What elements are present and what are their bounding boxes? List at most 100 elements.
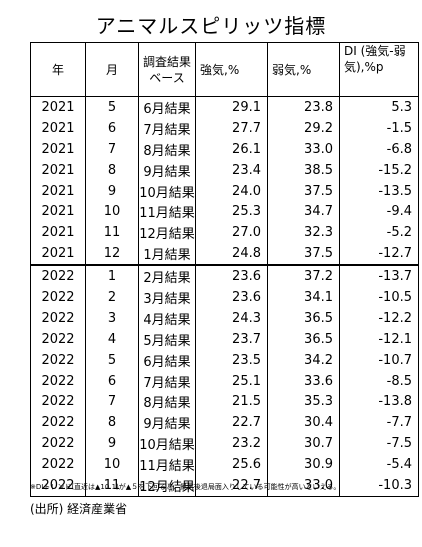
cell-weak: 34.7 <box>267 201 340 223</box>
cell-di: -9.4 <box>339 201 419 223</box>
cell-weak: 33.6 <box>267 370 340 392</box>
cell-weak: 29.2 <box>267 117 340 139</box>
cell-year: 2022 <box>30 287 86 308</box>
cell-month: 9 <box>85 180 139 202</box>
cell-month: 8 <box>85 159 139 181</box>
cell-di: -13.5 <box>339 180 419 202</box>
cell-survey-base: 7月結果 <box>138 370 196 392</box>
cell-year: 2021 <box>30 138 86 160</box>
cell-year: 2021 <box>30 201 86 223</box>
table-row: 2021 9 10月結果 24.0 37.5 -13.5 <box>30 180 419 202</box>
cell-strong: 25.6 <box>195 454 268 476</box>
cell-survey-base: 11月結果 <box>138 201 196 223</box>
cell-survey-base: 8月結果 <box>138 138 196 160</box>
cell-di: -6.8 <box>339 138 419 160</box>
header-month: 月 <box>85 42 139 97</box>
table-row: 2021 11 12月結果 27.0 32.3 -5.2 <box>30 222 419 244</box>
source-credit: (出所) 経済産業省 <box>30 502 128 516</box>
cell-month: 4 <box>85 328 139 350</box>
cell-di: -12.7 <box>339 243 419 266</box>
cell-di: -7.7 <box>339 412 419 434</box>
cell-strong: 23.4 <box>195 159 268 181</box>
cell-di: -1.5 <box>339 117 419 139</box>
cell-di: 5.3 <box>339 96 419 118</box>
cell-strong: 24.3 <box>195 307 268 329</box>
cell-month: 7 <box>85 391 139 413</box>
cell-year: 2022 <box>30 307 86 329</box>
table-row: 2021 12 1月結果 24.8 37.5 -12.7 <box>30 243 419 266</box>
cell-month: 1 <box>85 264 139 288</box>
cell-survey-base: 6月結果 <box>138 96 196 118</box>
cell-weak: 37.2 <box>267 264 340 288</box>
cell-strong: 22.7 <box>195 475 268 497</box>
cell-survey-base: 4月結果 <box>138 307 196 329</box>
table-header-row: 年 月 調査結果ベース 強気,% 弱気,% DI (強気-弱気),%p <box>30 42 419 97</box>
cell-weak: 35.3 <box>267 391 340 413</box>
cell-year: 2022 <box>30 475 86 497</box>
table-row: 2021 6 7月結果 27.7 29.2 -1.5 <box>30 117 419 139</box>
cell-month: 12 <box>85 243 139 266</box>
cell-survey-base: 12月結果 <box>138 222 196 244</box>
cell-year: 2022 <box>30 433 86 455</box>
cell-strong: 23.2 <box>195 433 268 455</box>
table-row: 2022 3 4月結果 24.3 36.5 -12.2 <box>30 307 419 329</box>
page-title: アニマルスピリッツ指標 <box>95 14 327 38</box>
cell-di: -5.2 <box>339 222 419 244</box>
table-row: 2022 5 6月結果 23.5 34.2 -10.7 <box>30 349 419 371</box>
cell-weak: 34.2 <box>267 349 340 371</box>
cell-month: 3 <box>85 307 139 329</box>
cell-strong: 24.0 <box>195 180 268 202</box>
cell-year: 2021 <box>30 180 86 202</box>
cell-strong: 25.3 <box>195 201 268 223</box>
header-di: DI (強気-弱気),%p <box>339 42 419 97</box>
cell-survey-base: 8月結果 <box>138 391 196 413</box>
cell-strong: 25.1 <box>195 370 268 392</box>
cell-month: 5 <box>85 96 139 118</box>
table-row: 2022 1 2月結果 23.6 37.2 -13.7 <box>30 264 419 288</box>
cell-weak: 36.5 <box>267 307 340 329</box>
cell-year: 2022 <box>30 264 86 288</box>
header-weak: 弱気,% <box>267 42 340 97</box>
cell-survey-base: 9月結果 <box>138 412 196 434</box>
table-row: 2022 7 8月結果 21.5 35.3 -13.8 <box>30 391 419 413</box>
header-year: 年 <box>30 42 86 97</box>
table-row: 2021 8 9月結果 23.4 38.5 -15.2 <box>30 159 419 181</box>
cell-di: -15.2 <box>339 159 419 181</box>
cell-month: 10 <box>85 201 139 223</box>
cell-di: -13.7 <box>339 264 419 288</box>
cell-weak: 30.4 <box>267 412 340 434</box>
cell-year: 2022 <box>30 454 86 476</box>
header-survey-base: 調査結果ベース <box>138 42 196 97</box>
cell-year: 2021 <box>30 117 86 139</box>
cell-strong: 26.1 <box>195 138 268 160</box>
cell-month: 5 <box>85 349 139 371</box>
cell-survey-base: 1月結果 <box>138 243 196 266</box>
cell-weak: 23.8 <box>267 96 340 118</box>
cell-month: 10 <box>85 454 139 476</box>
cell-weak: 34.1 <box>267 287 340 308</box>
cell-month: 7 <box>85 138 139 160</box>
header-strong: 強気,% <box>195 42 268 97</box>
cell-survey-base: 9月結果 <box>138 159 196 181</box>
cell-strong: 23.6 <box>195 264 268 288</box>
cell-strong: 27.7 <box>195 117 268 139</box>
cell-year: 2022 <box>30 370 86 392</box>
cell-survey-base: 12月結果 <box>138 475 196 497</box>
table-row: 2022 8 9月結果 22.7 30.4 -7.7 <box>30 412 419 434</box>
cell-month: 11 <box>85 222 139 244</box>
cell-weak: 32.3 <box>267 222 340 244</box>
animal-spirits-table: 年 月 調査結果ベース 強気,% 弱気,% DI (強気-弱気),%p 2021… <box>30 42 419 497</box>
cell-month: 6 <box>85 117 139 139</box>
table-row: 2022 2 3月結果 23.6 34.1 -10.5 <box>30 287 419 308</box>
cell-strong: 23.7 <box>195 328 268 350</box>
cell-strong: 21.5 <box>195 391 268 413</box>
table-row: 2022 4 5月結果 23.7 36.5 -12.1 <box>30 328 419 350</box>
cell-di: -12.1 <box>339 328 419 350</box>
table-body: 2021 5 6月結果 29.1 23.8 5.3 2021 6 7月結果 27.7 29.2 -1.… <box>30 96 419 497</box>
cell-month: 8 <box>85 412 139 434</box>
cell-year: 2022 <box>30 391 86 413</box>
cell-survey-base: 10月結果 <box>138 433 196 455</box>
cell-year: 2022 <box>30 349 86 371</box>
cell-strong: 29.1 <box>195 96 268 118</box>
table-row: 2021 10 11月結果 25.3 34.7 -9.4 <box>30 201 419 223</box>
